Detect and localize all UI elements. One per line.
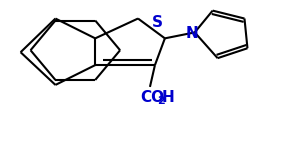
Text: S: S <box>151 15 162 30</box>
Text: H: H <box>162 90 175 105</box>
Text: N: N <box>185 26 198 41</box>
Text: 2: 2 <box>157 96 165 106</box>
Text: CO: CO <box>140 90 164 105</box>
